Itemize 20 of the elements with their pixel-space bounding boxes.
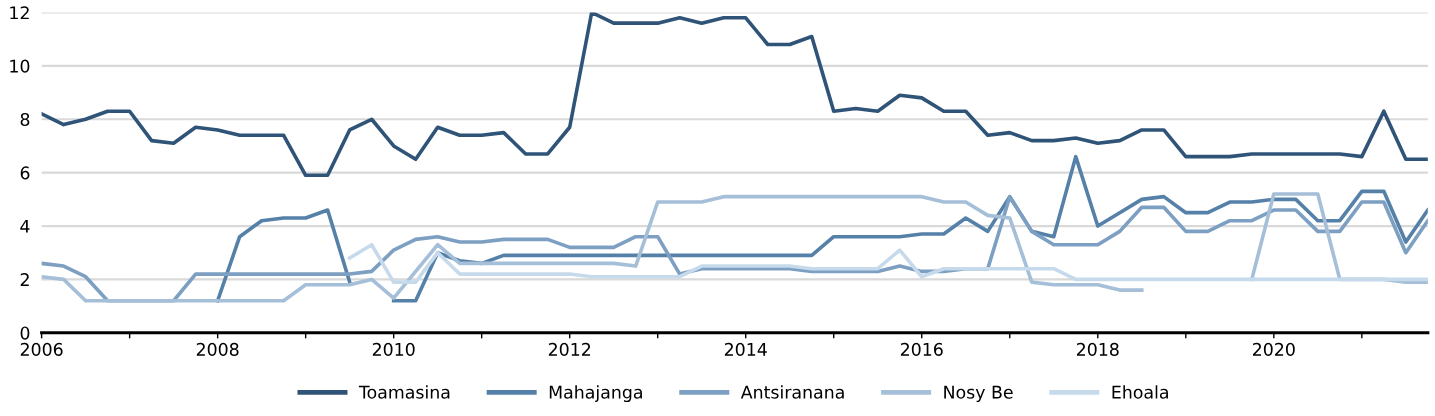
y-tick-label: 8 [20, 112, 30, 127]
x-tick-label: 2016 [900, 342, 943, 356]
legend-label: Nosy Be [944, 385, 1013, 403]
x-tick-label: 2020 [1252, 342, 1295, 356]
x-tick-label: 2010 [372, 342, 415, 356]
x-tick-label: 2018 [1076, 342, 1119, 356]
x-tick-label: 2014 [724, 342, 767, 356]
x-tick-label: 2008 [196, 342, 239, 356]
legend-label: Toamasina [358, 385, 450, 399]
legend-label: Mahajanga [549, 385, 642, 403]
x-tick-label: 2006 [20, 342, 63, 356]
legend-label: Antsiranana [740, 385, 844, 399]
legend-label: Ehoala [1112, 385, 1168, 399]
x-tick-label: 2012 [548, 342, 591, 356]
y-tick-label: 4 [20, 219, 30, 233]
y-tick-label: 6 [20, 166, 30, 180]
y-tick-label: 0 [20, 326, 30, 340]
y-tick-label: 2 [20, 273, 29, 287]
y-tick-label: 12 [10, 6, 29, 20]
y-tick-label: 10 [10, 59, 30, 73]
